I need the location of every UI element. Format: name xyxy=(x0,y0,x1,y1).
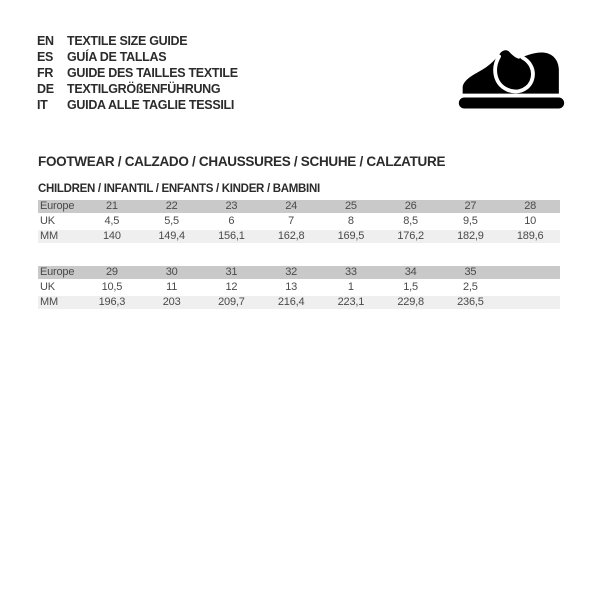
table-row-uk: UK 4,5 5,5 6 7 8 8,5 9,5 10 xyxy=(38,215,560,228)
table-cell: 34 xyxy=(380,266,441,279)
section-title-footwear: FOOTWEAR / CALZADO / CHAUSSURES / SCHUHE… xyxy=(38,154,446,169)
table-cell xyxy=(500,281,560,294)
table-cell: 13 xyxy=(261,281,321,294)
table-row-europe: Europe 29 30 31 32 33 34 35 xyxy=(38,266,560,279)
table-cell: 26 xyxy=(380,200,441,213)
size-table-children-1: Europe 21 22 23 24 25 26 27 28 UK 4,5 5,… xyxy=(38,198,560,245)
table-row-mm: MM 140 149,4 156,1 162,8 169,5 176,2 182… xyxy=(38,230,560,243)
table-cell: 35 xyxy=(440,266,501,279)
table-cell: 229,8 xyxy=(380,296,441,309)
lang-row-fr: FR GUIDE DES TAILLES TEXTILE xyxy=(37,65,238,81)
table-cell xyxy=(500,296,560,309)
lang-title: TEXTILGRÖßENFÜHRUNG xyxy=(67,82,221,96)
shoe-icon xyxy=(454,42,568,109)
table-cell: 10,5 xyxy=(82,281,142,294)
table-cell: 189,6 xyxy=(500,230,560,243)
table-cell: 1 xyxy=(321,281,381,294)
table-cell: 12 xyxy=(201,281,262,294)
row-label: MM xyxy=(38,296,82,309)
table-cell: 21 xyxy=(82,200,142,213)
lang-title: GUIDA ALLE TAGLIE TESSILI xyxy=(67,98,235,112)
table-cell: 5,5 xyxy=(141,215,202,228)
table-cell: 196,3 xyxy=(82,296,142,309)
table-cell: 23 xyxy=(201,200,262,213)
lang-title: GUÍA DE TALLAS xyxy=(67,50,167,64)
table-cell: 28 xyxy=(500,200,560,213)
lang-title: TEXTILE SIZE GUIDE xyxy=(67,34,188,48)
lang-code: IT xyxy=(37,98,48,112)
table-cell: 209,7 xyxy=(201,296,262,309)
lang-row-en: EN TEXTILE SIZE GUIDE xyxy=(37,33,238,49)
table-cell: 7 xyxy=(261,215,321,228)
section-subtitle-children: CHILDREN / INFANTIL / ENFANTS / KINDER /… xyxy=(38,183,320,195)
row-label: Europe xyxy=(38,266,82,279)
table-cell: 8 xyxy=(321,215,381,228)
table-cell: 9,5 xyxy=(440,215,501,228)
table-cell: 4,5 xyxy=(82,215,142,228)
table-cell: 2,5 xyxy=(440,281,501,294)
table-cell: 30 xyxy=(141,266,202,279)
table-cell: 182,9 xyxy=(440,230,501,243)
lang-row-es: ES GUÍA DE TALLAS xyxy=(37,49,238,65)
row-label: UK xyxy=(38,215,82,228)
language-title-block: EN TEXTILE SIZE GUIDE ES GUÍA DE TALLAS … xyxy=(37,33,238,113)
row-label: Europe xyxy=(38,200,82,213)
lang-row-de: DE TEXTILGRÖßENFÜHRUNG xyxy=(37,81,238,97)
lang-code: DE xyxy=(37,82,54,96)
table-cell: 31 xyxy=(201,266,262,279)
table-cell: 29 xyxy=(82,266,142,279)
table-cell: 24 xyxy=(261,200,321,213)
table-cell: 236,5 xyxy=(440,296,501,309)
table-row-mm: MM 196,3 203 209,7 216,4 223,1 229,8 236… xyxy=(38,296,560,309)
table-cell: 169,5 xyxy=(321,230,381,243)
table-cell: 25 xyxy=(321,200,381,213)
lang-code: ES xyxy=(37,50,54,64)
table-cell: 33 xyxy=(321,266,381,279)
table-cell: 22 xyxy=(141,200,202,213)
table-cell: 11 xyxy=(141,281,202,294)
table-cell: 216,4 xyxy=(261,296,321,309)
table-cell: 162,8 xyxy=(261,230,321,243)
table-cell: 223,1 xyxy=(321,296,381,309)
table-cell: 1,5 xyxy=(380,281,441,294)
table-cell: 27 xyxy=(440,200,501,213)
row-label: UK xyxy=(38,281,82,294)
table-row-uk: UK 10,5 11 12 13 1 1,5 2,5 xyxy=(38,281,560,294)
table-cell: 203 xyxy=(141,296,202,309)
table-cell: 140 xyxy=(82,230,142,243)
table-cell: 8,5 xyxy=(380,215,441,228)
table-cell: 10 xyxy=(500,215,560,228)
row-label: MM xyxy=(38,230,82,243)
table-cell: 149,4 xyxy=(141,230,202,243)
lang-code: FR xyxy=(37,66,54,80)
lang-row-it: IT GUIDA ALLE TAGLIE TESSILI xyxy=(37,97,238,113)
lang-title: GUIDE DES TAILLES TEXTILE xyxy=(67,66,238,80)
table-cell xyxy=(500,266,560,279)
size-table-children-2: Europe 29 30 31 32 33 34 35 UK 10,5 11 1… xyxy=(38,264,560,311)
table-cell: 176,2 xyxy=(380,230,441,243)
table-cell: 156,1 xyxy=(201,230,262,243)
table-cell: 32 xyxy=(261,266,321,279)
table-cell: 6 xyxy=(201,215,262,228)
lang-code: EN xyxy=(37,34,54,48)
table-row-europe: Europe 21 22 23 24 25 26 27 28 xyxy=(38,200,560,213)
